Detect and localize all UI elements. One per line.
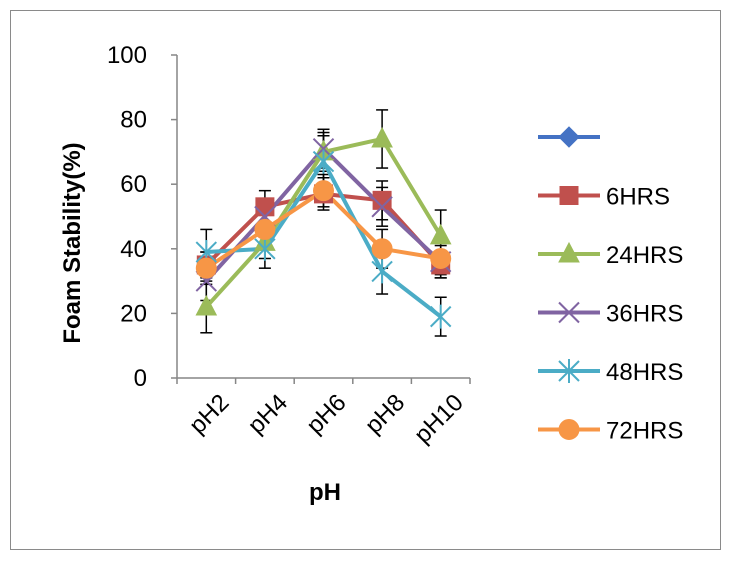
legend-marker bbox=[558, 241, 580, 263]
data-point bbox=[371, 196, 393, 218]
data-point bbox=[372, 190, 392, 210]
data-point bbox=[430, 247, 452, 269]
series-markers bbox=[195, 126, 452, 329]
legend-marker bbox=[558, 419, 580, 440]
legend-item: 24HRS bbox=[538, 241, 683, 269]
legend-marker bbox=[558, 301, 580, 324]
x-tick-label: pH10 bbox=[409, 389, 469, 449]
legend-marker bbox=[559, 186, 579, 205]
legend-item: 36HRS bbox=[538, 301, 683, 328]
legend-item: 6HRS bbox=[538, 184, 670, 211]
x-tick-label: pH2 bbox=[184, 389, 234, 439]
x-tick-label: pH4 bbox=[243, 389, 293, 439]
data-point bbox=[195, 257, 217, 279]
x-axis-title: pH bbox=[309, 479, 341, 506]
x-tick-label: pH6 bbox=[301, 389, 351, 439]
legend-item: 48HRS bbox=[538, 359, 683, 386]
legend-label: 48HRS bbox=[606, 359, 683, 386]
y-tick-label: 80 bbox=[120, 107, 147, 134]
x-tick-label: pH8 bbox=[360, 389, 410, 439]
legend: 6HRS 24HRS 36HRS 48HRS 72HRS bbox=[538, 126, 683, 445]
y-tick-label: 20 bbox=[120, 300, 147, 327]
y-tick-label: 40 bbox=[120, 236, 147, 263]
data-point bbox=[312, 149, 335, 174]
y-tick-label: 100 bbox=[107, 42, 147, 69]
legend-item bbox=[538, 126, 600, 148]
data-point bbox=[371, 259, 393, 284]
legend-label: 36HRS bbox=[606, 301, 683, 328]
data-point bbox=[371, 126, 393, 148]
data-point bbox=[254, 236, 276, 261]
legend-label: 6HRS bbox=[606, 184, 670, 211]
legend-marker bbox=[558, 126, 580, 148]
data-point bbox=[429, 304, 452, 329]
data-point bbox=[195, 294, 218, 316]
y-tick-label: 60 bbox=[120, 171, 147, 198]
legend-label: 24HRS bbox=[606, 242, 683, 269]
legend-marker bbox=[558, 359, 580, 383]
data-point bbox=[429, 223, 452, 245]
data-point bbox=[313, 180, 334, 202]
y-tick-label: 0 bbox=[134, 365, 147, 392]
legend-item: 72HRS bbox=[538, 418, 683, 445]
chart-frame bbox=[10, 10, 721, 550]
y-axis-title: Foam Stability(%) bbox=[59, 142, 86, 343]
data-point bbox=[255, 197, 275, 217]
data-point bbox=[254, 218, 276, 240]
legend-label: 72HRS bbox=[606, 418, 683, 445]
data-point bbox=[371, 238, 393, 260]
